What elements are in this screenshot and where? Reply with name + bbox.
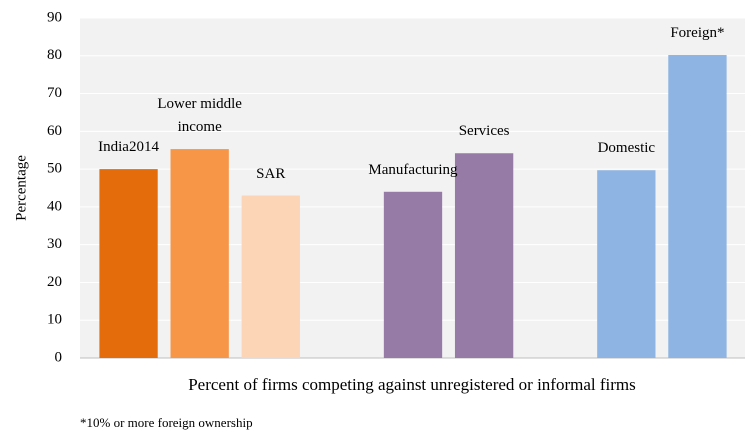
x-axis-title: Percent of firms competing against unreg… (188, 375, 636, 394)
y-tick-label: 80 (47, 47, 62, 63)
y-tick-label: 50 (47, 161, 62, 177)
category-label: Services (458, 123, 510, 140)
y-tick-label: 70 (47, 85, 62, 101)
bar (383, 191, 443, 358)
category-label: SAR (256, 165, 286, 182)
category-label: Manufacturing (368, 161, 458, 178)
y-tick-label: 60 (47, 123, 62, 139)
y-tick-label: 30 (47, 236, 62, 252)
category-label: Lower middle income (157, 96, 242, 136)
bar (668, 55, 727, 359)
category-label: Foreign* (670, 25, 725, 42)
category-label: India2014 (98, 139, 159, 156)
y-tick-label: 90 (47, 9, 62, 25)
footnote: *10% or more foreign ownership (80, 415, 253, 430)
bar (241, 195, 300, 358)
y-tick-label: 10 (47, 312, 62, 328)
y-tick-label: 40 (47, 198, 62, 214)
y-tick-label: 20 (47, 274, 62, 290)
bar (597, 170, 656, 358)
y-tick-label: 0 (55, 349, 63, 365)
bar (454, 153, 514, 358)
y-axis-title: Percentage (13, 155, 29, 221)
bar (99, 169, 158, 358)
category-label: Domestic (597, 140, 656, 157)
bar (170, 149, 229, 358)
